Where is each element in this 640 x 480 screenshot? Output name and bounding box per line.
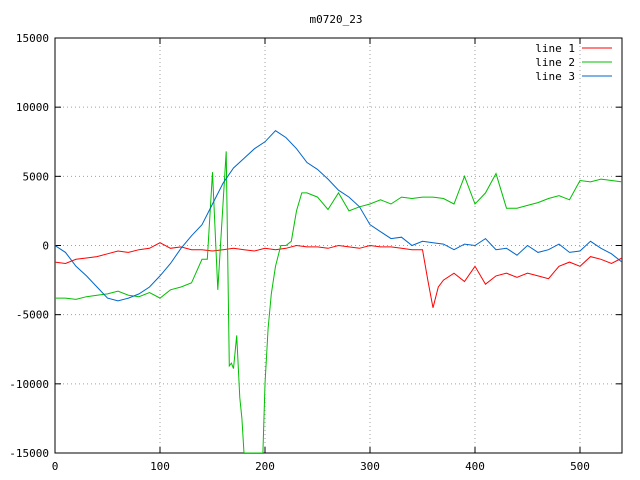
y-tick-label: 15000 (16, 32, 49, 45)
series-line-3 (55, 130, 622, 302)
y-tick-label: -10000 (9, 378, 49, 391)
legend-label-3: line 3 (535, 70, 575, 83)
series-group (55, 130, 622, 453)
tick-labels: 0 100 200 300 400 500 -15000 -10000 -5000 0 5000 10… (9, 32, 590, 473)
y-tick-label: -5000 (16, 309, 49, 322)
y-tick-label: 0 (42, 240, 49, 253)
chart-title: m0720_23 (310, 13, 363, 26)
y-tick-label: 5000 (23, 170, 50, 183)
y-tick-label: -15000 (9, 447, 49, 460)
series-line-1 (55, 242, 622, 308)
x-tick-label: 500 (570, 460, 590, 473)
x-tick-label: 0 (52, 460, 59, 473)
y-tick-label: 10000 (16, 101, 49, 114)
x-tick-label: 400 (465, 460, 485, 473)
x-tick-label: 200 (255, 460, 275, 473)
x-tick-label: 300 (360, 460, 380, 473)
legend-label-1: line 1 (535, 42, 575, 55)
x-tick-label: 100 (150, 460, 170, 473)
legend-label-2: line 2 (535, 56, 575, 69)
series-line-2 (55, 151, 622, 453)
